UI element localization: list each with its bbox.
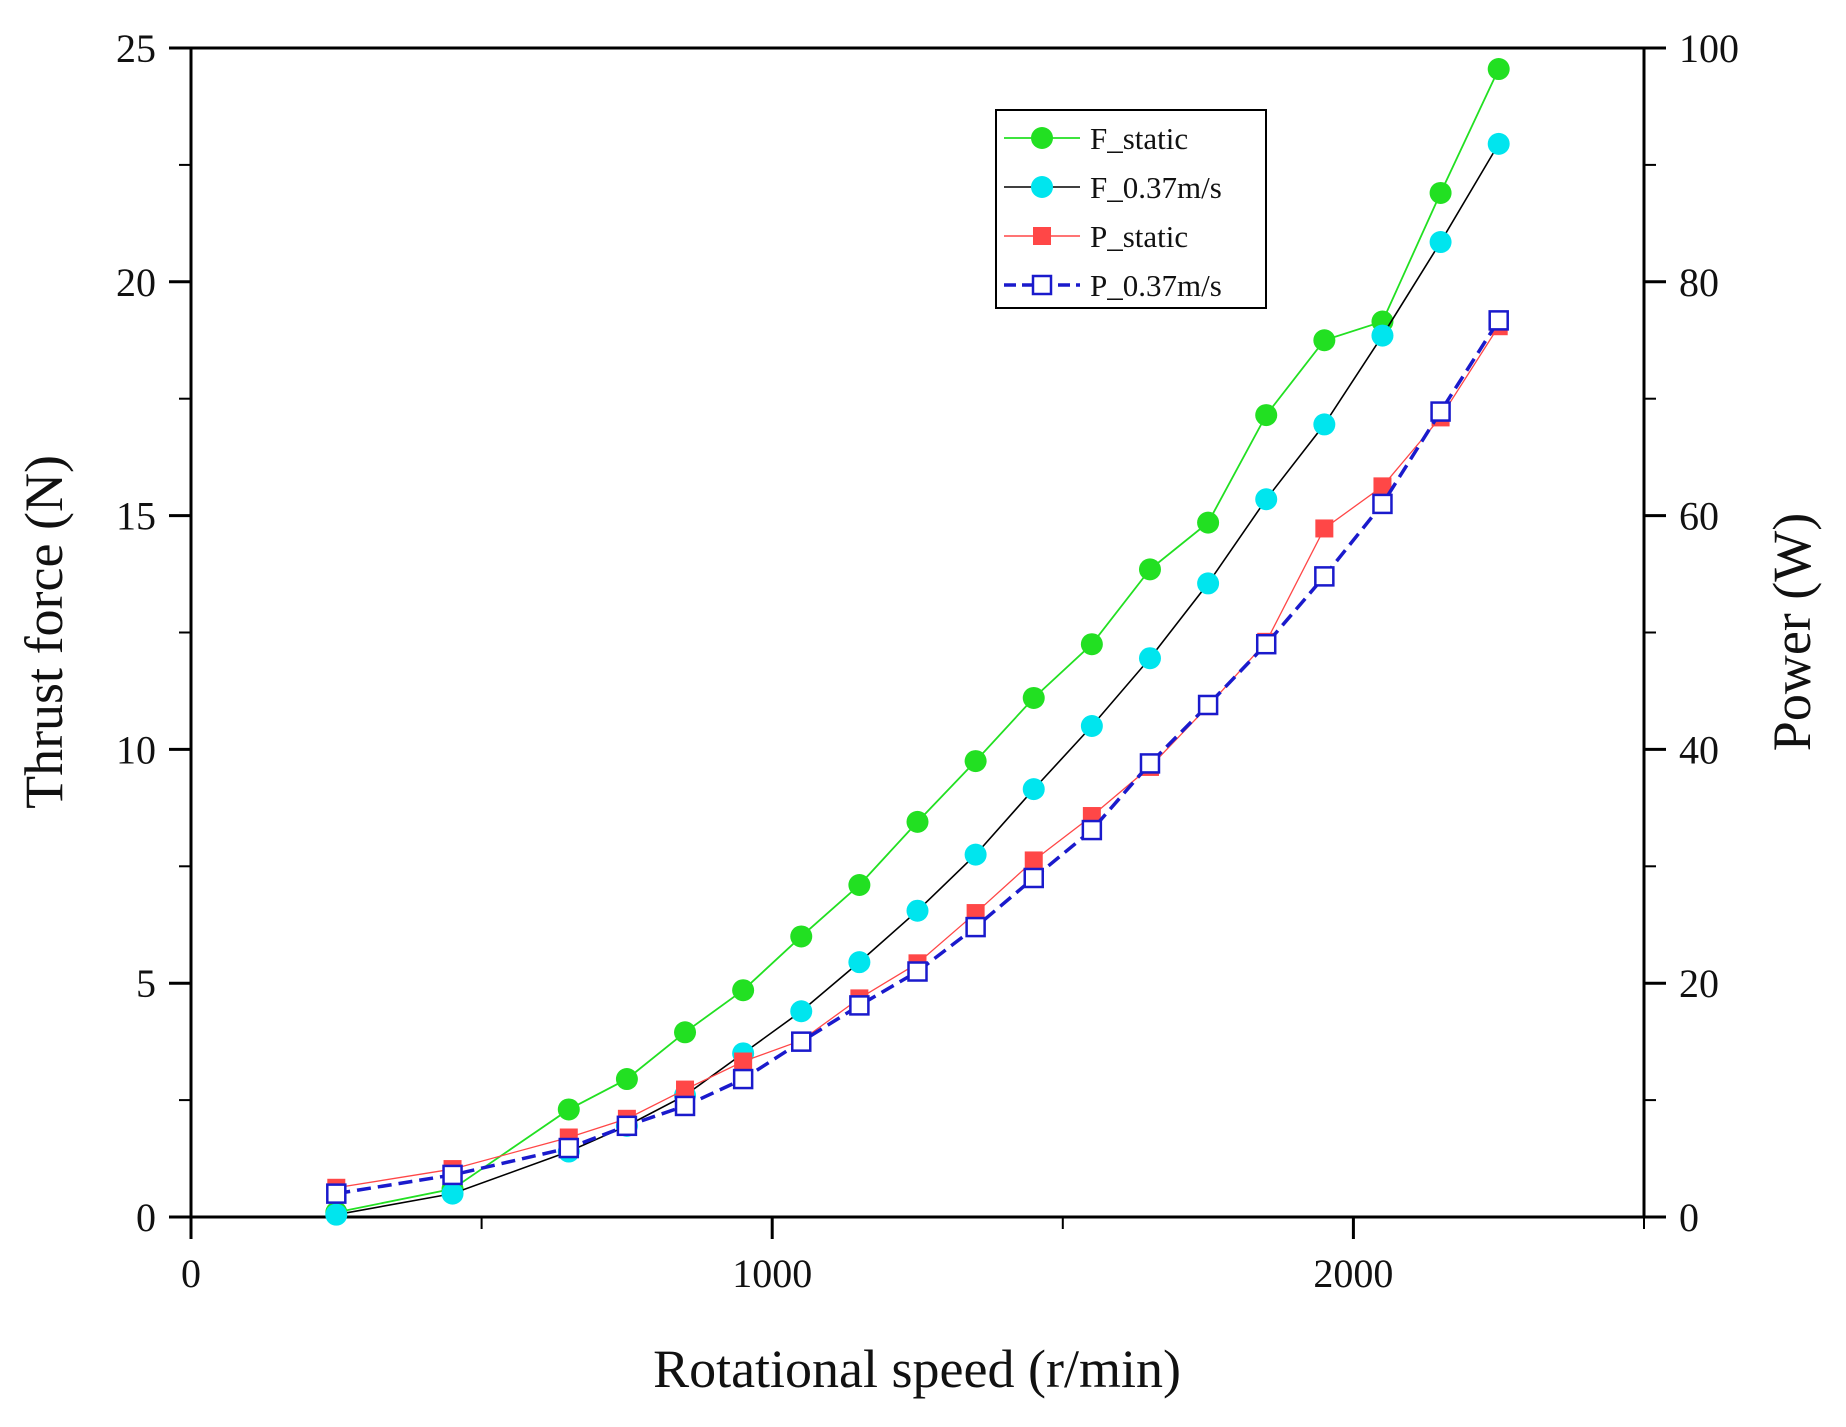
- y-right-tick-label: 0: [1679, 1195, 1699, 1240]
- data-point: [1138, 558, 1161, 581]
- legend-entry: F_static: [1004, 121, 1188, 156]
- legend-label: P_0.37m/s: [1090, 268, 1222, 303]
- data-point: [790, 1000, 813, 1023]
- data-point: [557, 1098, 580, 1121]
- x-tick-label: 2000: [1313, 1251, 1393, 1296]
- data-point: [964, 750, 987, 773]
- y-left-tick-label: 10: [116, 727, 156, 772]
- y-axis-right-title: Power (W): [1762, 513, 1822, 751]
- data-point: [1022, 778, 1045, 801]
- data-point: [790, 925, 813, 948]
- data-point: [1487, 132, 1510, 155]
- data-point: [325, 1203, 348, 1226]
- y-right-tick-label: 100: [1679, 26, 1739, 71]
- data-point: [1313, 413, 1336, 436]
- data-point: [906, 899, 929, 922]
- legend-label: F_0.37m/s: [1090, 170, 1222, 205]
- series-P_static: [327, 317, 1508, 1197]
- data-point: [1429, 231, 1452, 254]
- series-layer: [325, 58, 1510, 1226]
- series-P_0.37m/s: [326, 310, 1509, 1204]
- legend-marker: [1033, 227, 1051, 245]
- data-point: [1313, 329, 1336, 352]
- data-point: [1372, 493, 1393, 515]
- data-point: [965, 916, 986, 938]
- data-point: [1197, 572, 1220, 595]
- data-point: [849, 995, 870, 1016]
- data-point: [1023, 867, 1044, 889]
- data-point: [1139, 753, 1161, 774]
- data-point: [674, 1021, 697, 1044]
- data-point: [1080, 715, 1103, 738]
- data-point: [674, 1095, 696, 1117]
- legend-marker: [1031, 274, 1053, 296]
- data-point: [734, 1052, 753, 1071]
- legend-marker: [1031, 176, 1053, 198]
- x-axis: 0 1000 2000: [181, 1217, 1645, 1296]
- data-point: [442, 1164, 463, 1186]
- data-point: [732, 979, 755, 1002]
- series-F_static: [325, 58, 1510, 1224]
- data-point: [676, 1080, 695, 1099]
- data-point: [732, 1068, 754, 1090]
- x-axis-title: Rotational speed (r/min): [653, 1339, 1181, 1399]
- data-point: [1197, 694, 1219, 716]
- data-point: [558, 1137, 580, 1159]
- data-point: [1373, 477, 1392, 496]
- data-point: [1081, 819, 1103, 841]
- y-right-tick-label: 40: [1679, 727, 1719, 772]
- y-right-tick-label: 60: [1679, 494, 1719, 539]
- data-point: [441, 1182, 464, 1205]
- y-left-tick-label: 15: [116, 494, 156, 539]
- y-left-tick-label: 5: [136, 961, 156, 1006]
- series-line: [336, 68, 1500, 1214]
- y-left-tick-label: 20: [116, 260, 156, 305]
- series-line: [336, 325, 1500, 1189]
- y-right-tick-label: 20: [1679, 961, 1719, 1006]
- series-F_0.37m/s: [325, 132, 1510, 1226]
- series-line: [336, 143, 1500, 1216]
- legend: F_static F_0.37m/s P_static P_0.37m/s: [995, 109, 1267, 309]
- y-axis-left: 0 5 10 15 20 25: [116, 26, 191, 1240]
- legend-entry: P_static: [1004, 219, 1188, 254]
- data-point: [906, 810, 929, 833]
- data-point: [1138, 647, 1161, 670]
- data-point: [848, 874, 871, 897]
- data-point: [1255, 404, 1278, 427]
- data-point: [615, 1068, 638, 1091]
- data-point: [1430, 401, 1451, 422]
- legend-entry: P_0.37m/s: [1004, 268, 1222, 303]
- data-point: [1022, 686, 1045, 709]
- y-axis-right: 0 20 40 60 80 100: [1644, 26, 1739, 1240]
- legend-marker: [1031, 127, 1053, 149]
- data-point: [1429, 181, 1452, 204]
- legend-label: F_static: [1090, 121, 1188, 156]
- series-line: [336, 319, 1501, 1196]
- data-point: [1024, 851, 1043, 870]
- y-left-tick-label: 25: [116, 26, 156, 71]
- legend-label: P_static: [1090, 219, 1188, 254]
- y-axis-left-title: Thrust force (N): [14, 455, 74, 809]
- data-point: [1255, 488, 1278, 511]
- data-point: [1488, 310, 1509, 331]
- x-tick-label: 0: [181, 1251, 201, 1296]
- data-point: [907, 961, 928, 982]
- data-point: [791, 1031, 812, 1052]
- data-point: [1255, 633, 1277, 655]
- y-left-tick-label: 0: [136, 1195, 156, 1240]
- data-point: [1080, 633, 1103, 656]
- data-point: [848, 951, 871, 974]
- y-right-tick-label: 80: [1679, 260, 1719, 305]
- legend-entry: F_0.37m/s: [1004, 170, 1222, 205]
- data-point: [1197, 511, 1220, 534]
- data-point: [326, 1183, 347, 1204]
- data-point: [1314, 566, 1335, 587]
- data-point: [964, 843, 987, 866]
- x-tick-label: 1000: [732, 1251, 812, 1296]
- data-point: [1487, 58, 1510, 81]
- data-point: [1371, 324, 1394, 347]
- data-point: [1315, 519, 1334, 538]
- data-point: [616, 1115, 638, 1137]
